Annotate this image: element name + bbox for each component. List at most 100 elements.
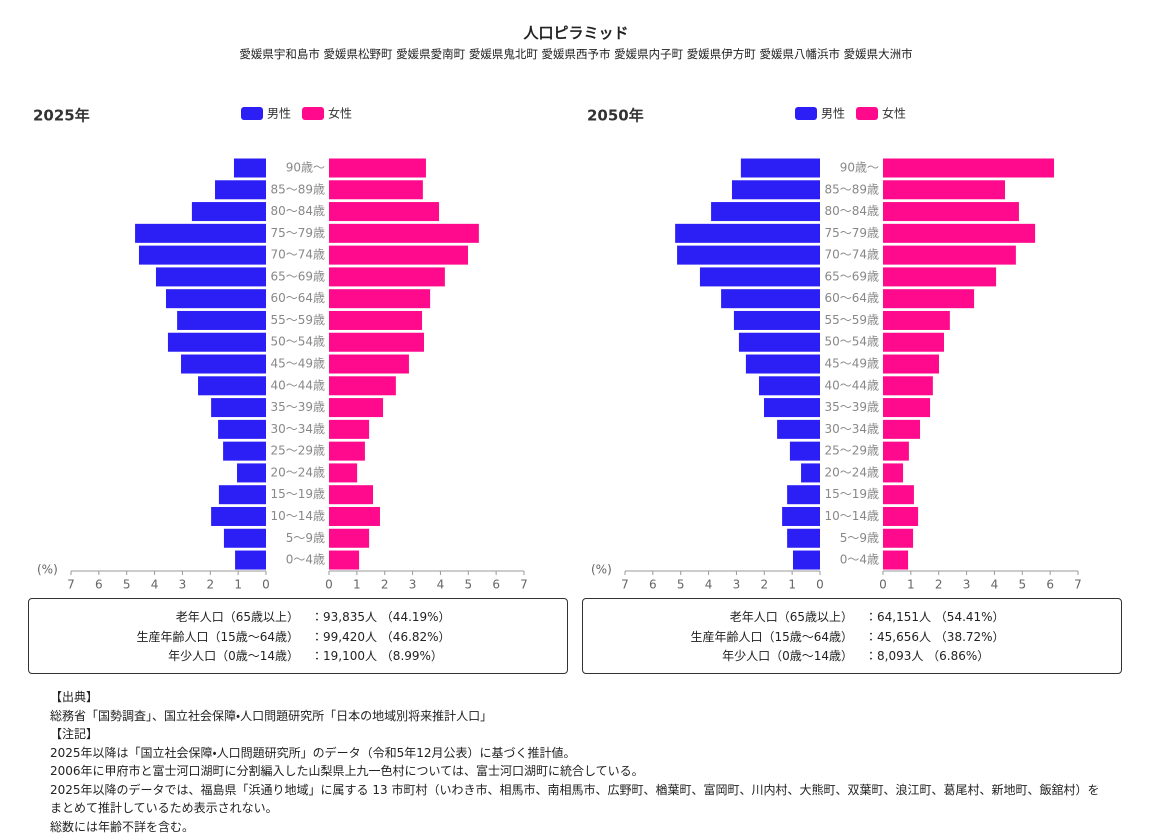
- bar-male: [211, 398, 266, 417]
- x-tick-label: 2: [206, 578, 214, 592]
- bar-male: [739, 333, 820, 352]
- bar-male: [166, 289, 266, 308]
- bar-female: [883, 311, 950, 330]
- summary-value: ：8,093人 （6.86%）: [865, 647, 989, 664]
- x-tick-label: 3: [963, 578, 971, 592]
- x-tick-label: 4: [437, 578, 445, 592]
- legend-swatch: [241, 107, 263, 120]
- bar-male: [198, 376, 266, 395]
- summary-box: 老年人口（65歳以上）：93,835人 （44.19%）生産年齢人口（15歳〜6…: [28, 598, 568, 674]
- x-axis-label: (%): [591, 563, 612, 577]
- bar-male: [156, 267, 266, 286]
- chart: 2025年男性女性90歳〜85〜89歳80〜84歳75〜79歳70〜74歳65〜…: [20, 95, 580, 595]
- bar-male: [732, 180, 820, 199]
- category-label: 30〜34歳: [824, 422, 879, 436]
- note-line: 【出典】: [50, 688, 1110, 707]
- category-label: 55〜59歳: [824, 313, 879, 327]
- bar-female: [883, 551, 908, 570]
- category-label: 60〜64歳: [270, 291, 325, 305]
- x-tick-label: 7: [1074, 578, 1082, 592]
- summary-label: 年少人口（0歳〜14歳）: [168, 647, 299, 664]
- bar-female: [883, 202, 1019, 221]
- legend-swatch: [302, 107, 324, 120]
- summary-row: 生産年齢人口（15歳〜64歳）：45,656人 （38.72%）: [583, 628, 1121, 647]
- legend-label: 女性: [328, 107, 352, 121]
- bar-male: [793, 551, 820, 570]
- category-label: 15〜19歳: [270, 487, 325, 501]
- bar-female: [329, 246, 468, 265]
- x-tick-label: 5: [677, 578, 685, 592]
- bar-male: [218, 420, 266, 439]
- x-tick-label: 3: [733, 578, 741, 592]
- x-tick-label: 0: [879, 578, 887, 592]
- category-label: 65〜69歳: [270, 269, 325, 283]
- bar-male: [782, 507, 820, 526]
- bar-male: [177, 311, 266, 330]
- x-tick-label: 4: [991, 578, 999, 592]
- bar-male: [181, 355, 266, 374]
- category-label: 90歳〜: [840, 161, 879, 175]
- notes: 【出典】総務省「国勢調査」、国立社会保障・人口問題研究所「日本の地域別将来推計人…: [50, 688, 1110, 836]
- bar-male: [211, 507, 266, 526]
- category-label: 5〜9歳: [840, 531, 879, 545]
- x-tick-label: 3: [409, 578, 417, 592]
- x-tick-label: 1: [788, 578, 796, 592]
- bar-male: [787, 529, 820, 548]
- bar-male: [777, 420, 820, 439]
- bar-female: [883, 333, 944, 352]
- category-label: 25〜29歳: [270, 444, 325, 458]
- summary-row: 年少人口（0歳〜14歳）：19,100人 （8.99%）: [29, 647, 567, 666]
- summary-box: 老年人口（65歳以上）：64,151人 （54.41%）生産年齢人口（15歳〜6…: [582, 598, 1122, 674]
- bar-male: [741, 159, 820, 178]
- bar-female: [883, 420, 920, 439]
- x-tick-label: 6: [95, 578, 103, 592]
- bar-female: [329, 420, 369, 439]
- bar-female: [883, 180, 1005, 199]
- bar-female: [883, 442, 909, 461]
- bar-female: [883, 355, 939, 374]
- bar-male: [237, 463, 266, 482]
- bar-male: [135, 224, 266, 243]
- bar-male: [224, 529, 266, 548]
- bar-female: [883, 376, 933, 395]
- note-line: 2025年以降は「国立社会保障・人口問題研究所」のデータ（令和5年12月公表）に…: [50, 744, 1110, 763]
- chart: 2050年男性女性90歳〜85〜89歳80〜84歳75〜79歳70〜74歳65〜…: [574, 95, 1134, 595]
- x-tick-label: 5: [464, 578, 472, 592]
- bar-male: [746, 355, 820, 374]
- bar-female: [883, 246, 1016, 265]
- bar-male: [787, 485, 820, 504]
- bar-female: [883, 463, 903, 482]
- category-label: 35〜39歳: [270, 400, 325, 414]
- category-label: 20〜24歳: [270, 465, 325, 479]
- category-label: 75〜79歳: [824, 226, 879, 240]
- category-label: 45〜49歳: [824, 357, 879, 371]
- x-tick-label: 5: [123, 578, 131, 592]
- x-tick-label: 0: [325, 578, 333, 592]
- category-label: 50〜54歳: [824, 335, 879, 349]
- summary-label: 年少人口（0歳〜14歳）: [722, 647, 853, 664]
- category-label: 25〜29歳: [824, 444, 879, 458]
- summary-value: ：93,835人 （44.19%）: [311, 608, 451, 625]
- bar-male: [235, 551, 266, 570]
- category-label: 85〜89歳: [270, 182, 325, 196]
- bar-male: [234, 159, 266, 178]
- page-title: 人口ピラミッド: [0, 22, 1152, 43]
- bar-female: [883, 398, 930, 417]
- summary-row: 老年人口（65歳以上）：64,151人 （54.41%）: [583, 608, 1121, 627]
- x-tick-label: 6: [649, 578, 657, 592]
- x-tick-label: 7: [621, 578, 629, 592]
- bar-female: [329, 267, 445, 286]
- x-tick-label: 7: [67, 578, 75, 592]
- bar-male: [219, 485, 266, 504]
- bar-female: [883, 485, 914, 504]
- category-label: 10〜14歳: [824, 509, 879, 523]
- category-label: 0〜4歳: [286, 553, 325, 567]
- category-label: 60〜64歳: [824, 291, 879, 305]
- summary-label: 老年人口（65歳以上）: [176, 608, 299, 625]
- note-line: 2025年以降のデータでは、福島県「浜通り地域」に属する 13 市町村（いわき市…: [50, 781, 1110, 818]
- bar-male: [168, 333, 266, 352]
- legend-swatch: [795, 107, 817, 120]
- bar-female: [883, 529, 913, 548]
- bar-female: [329, 398, 383, 417]
- summary-value: ：99,420人 （46.82%）: [311, 628, 451, 645]
